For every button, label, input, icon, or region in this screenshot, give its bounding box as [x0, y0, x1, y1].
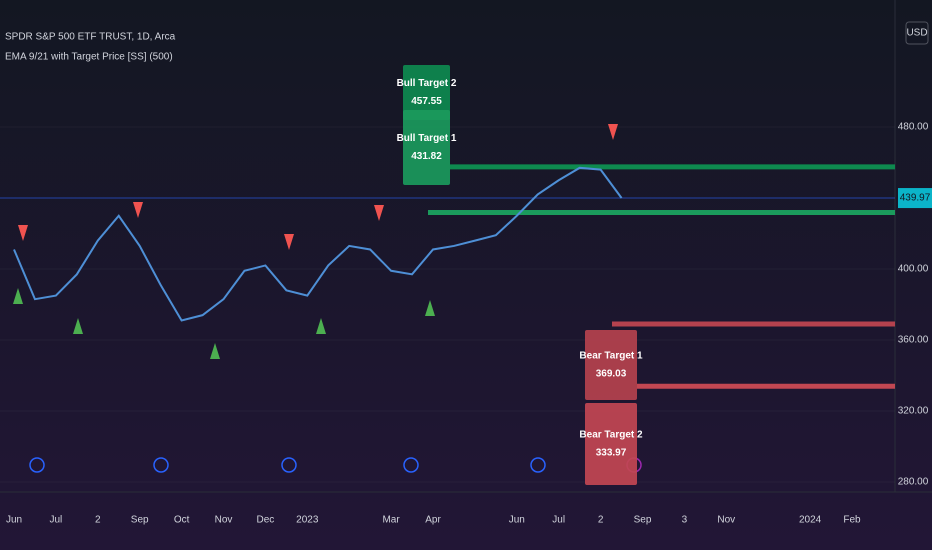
- x-tick-label: 2024: [799, 515, 822, 526]
- x-tick-label: 2: [598, 515, 604, 526]
- bull-signal: [425, 300, 435, 316]
- x-tick-label: 2023: [296, 515, 319, 526]
- bear-signal: [284, 234, 294, 250]
- target-value: 369.03: [596, 369, 627, 380]
- currency-button[interactable]: [905, 21, 929, 45]
- dividend-icon: [530, 457, 546, 473]
- x-tick-label: Jul: [50, 515, 63, 526]
- last-price-badge: [898, 188, 932, 209]
- x-tick-label: Nov: [215, 515, 233, 526]
- indicator-name: EMA 9/21 with Target Price [SS] (500): [5, 52, 173, 63]
- x-tick-label: Mar: [382, 515, 400, 526]
- y-tick-label: 480.00: [898, 122, 929, 133]
- bull-signal: [316, 318, 326, 334]
- dividend-icon: [403, 457, 419, 473]
- x-tick-label: 2: [95, 515, 101, 526]
- y-tick-label: 360.00: [898, 335, 929, 346]
- last-price-label: 439.97: [900, 193, 931, 204]
- x-tick-label: Jun: [509, 515, 525, 526]
- y-tick-label: 320.00: [898, 406, 929, 417]
- bear-signal: [133, 202, 143, 218]
- bull-signal: [13, 288, 23, 304]
- chart-title: SPDR S&P 500 ETF TRUST, 1D, Arca: [5, 32, 176, 43]
- target-label: Bull Target 2: [397, 78, 457, 89]
- x-tick-label: Apr: [425, 515, 441, 526]
- target-box: [403, 110, 450, 185]
- x-tick-label: Nov: [717, 515, 735, 526]
- y-tick-label: 280.00: [898, 477, 929, 488]
- price-line: [13, 166, 623, 322]
- x-tick-label: 3: [682, 515, 688, 526]
- x-tick-label: Feb: [843, 515, 861, 526]
- target-box: [403, 65, 450, 120]
- bear-signal: [18, 225, 28, 241]
- target-box: [585, 330, 637, 400]
- target-label: Bear Target 1: [579, 351, 643, 362]
- target-value: 457.55: [411, 96, 442, 107]
- target-box: [585, 403, 637, 485]
- dividend-icon: [29, 457, 45, 473]
- target-value: 431.82: [411, 151, 442, 162]
- bear-signal: [608, 124, 618, 140]
- target-label: Bull Target 1: [397, 133, 457, 144]
- x-tick-label: Sep: [131, 515, 149, 526]
- bull-signal: [210, 343, 220, 359]
- x-tick-label: Sep: [634, 515, 652, 526]
- target-label: Bear Target 2: [579, 430, 643, 441]
- dividend-icon: [281, 457, 297, 473]
- bull-signal: [73, 318, 83, 334]
- x-tick-label: Jul: [552, 515, 565, 526]
- target-value: 333.97: [596, 448, 627, 459]
- currency-label: USD: [906, 28, 927, 39]
- x-tick-label: Oct: [174, 515, 190, 526]
- x-tick-label: Dec: [257, 515, 275, 526]
- y-tick-label: 400.00: [898, 264, 929, 275]
- dividend-icon: [153, 457, 169, 473]
- bear-signal: [374, 205, 384, 221]
- x-tick-label: Jun: [6, 515, 22, 526]
